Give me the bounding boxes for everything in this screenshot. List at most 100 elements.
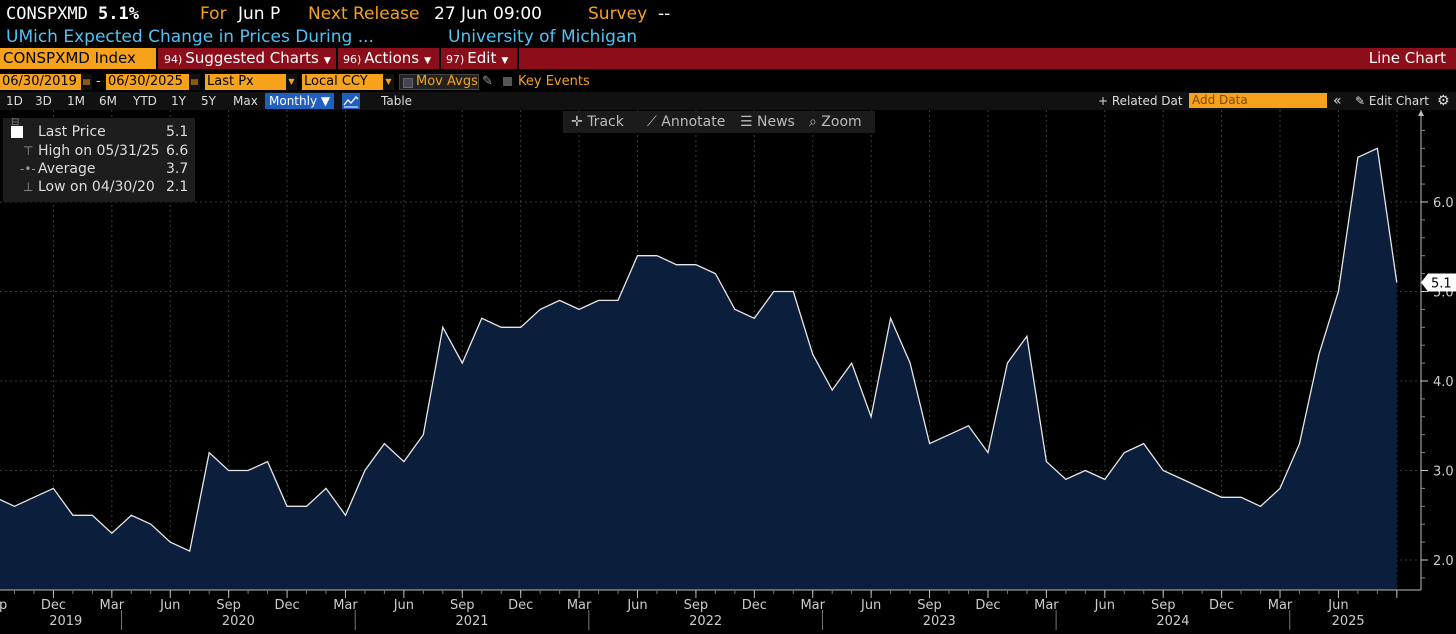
key-events-label: Key Events bbox=[518, 74, 590, 89]
key-events-toggle[interactable]: Key Events bbox=[503, 74, 590, 90]
data-point bbox=[383, 442, 386, 445]
data-point bbox=[363, 469, 366, 472]
edit-menu[interactable]: 97) Edit ▼ bbox=[446, 48, 508, 69]
period-ytd[interactable]: YTD bbox=[133, 94, 157, 108]
field-select-value: Last Px bbox=[207, 74, 254, 89]
year-label: 2023 bbox=[923, 614, 956, 629]
data-point bbox=[266, 460, 269, 463]
annotate-label: Annotate bbox=[661, 114, 726, 130]
collapse-legend-icon[interactable]: ⊟ bbox=[11, 117, 20, 128]
data-point bbox=[558, 299, 561, 302]
collapse-button[interactable]: « bbox=[1333, 93, 1342, 109]
data-point bbox=[32, 496, 35, 499]
data-point bbox=[986, 451, 989, 454]
zoom-button[interactable]: ⌕ Zoom bbox=[809, 111, 862, 133]
source-link[interactable]: University of Michigan bbox=[448, 27, 638, 47]
price-chart[interactable]: 2.03.04.05.06.05.1 SepDecMarJunSepDecMar… bbox=[0, 110, 1456, 634]
related-data-button[interactable]: + Related Dat bbox=[1098, 94, 1183, 108]
menu-separator bbox=[517, 48, 519, 69]
annotate-icon: ⟋ bbox=[647, 114, 662, 130]
add-data-input[interactable]: Add Data bbox=[1189, 93, 1327, 108]
news-button[interactable]: ☰ News bbox=[740, 111, 795, 133]
news-icon: ☰ bbox=[740, 114, 758, 130]
track-button[interactable]: ✛ Track bbox=[571, 111, 624, 133]
field-select[interactable]: Last Px ▼ bbox=[205, 74, 297, 90]
edit-chart-button[interactable]: ✎ Edit Chart bbox=[1355, 92, 1429, 110]
zoom-label: Zoom bbox=[821, 114, 862, 130]
track-label: Track bbox=[587, 114, 624, 130]
period-6m[interactable]: 6M bbox=[99, 94, 117, 108]
table-button[interactable]: Table bbox=[381, 94, 413, 108]
data-point bbox=[636, 254, 639, 257]
date-range-dash: - bbox=[96, 74, 101, 89]
data-point bbox=[967, 424, 970, 427]
data-point bbox=[52, 487, 55, 490]
menu-bar: CONSPXMD Index 94) Suggested Charts ▼ 96) A… bbox=[0, 48, 1456, 69]
security-field[interactable]: CONSPXMD Index bbox=[0, 48, 156, 69]
calendar-icon[interactable]: ▤ bbox=[189, 74, 200, 90]
data-point bbox=[1201, 487, 1204, 490]
y-axis-arrow-icon bbox=[1418, 110, 1424, 116]
year-label: 2022 bbox=[689, 614, 722, 629]
period-1y[interactable]: 1Y bbox=[171, 94, 186, 108]
data-point bbox=[247, 469, 250, 472]
currency-select[interactable]: Local CCY ▼ bbox=[302, 74, 394, 90]
data-point bbox=[1298, 442, 1301, 445]
dropdown-arrow-icon: ▼ bbox=[424, 56, 432, 66]
currency-select-value: Local CCY bbox=[304, 74, 368, 89]
x-tick-label: Dec bbox=[975, 598, 1000, 613]
start-date-field[interactable]: 06/30/2019 ▤ bbox=[0, 74, 92, 90]
x-axis: Sep Dec Mar Jun Sep Dec Mar Jun Sep Dec Mar Jun Sep D… bbox=[0, 589, 1421, 630]
legend-value: 2.1 bbox=[166, 179, 189, 195]
y-tick-label: 3.0 bbox=[1433, 465, 1454, 480]
checkbox-icon[interactable] bbox=[403, 78, 413, 88]
data-point bbox=[811, 353, 814, 356]
checkbox-icon[interactable] bbox=[503, 77, 512, 86]
legend-last-price[interactable]: ⊟ Last Price 5.1 bbox=[3, 117, 195, 141]
calendar-icon[interactable]: ▤ bbox=[81, 74, 92, 90]
x-tick-label: Sep bbox=[684, 598, 709, 613]
x-tick-label: Jun bbox=[626, 598, 647, 613]
period-max[interactable]: Max bbox=[233, 94, 258, 108]
data-point bbox=[948, 433, 951, 436]
legend-value: 5.1 bbox=[166, 124, 189, 140]
zoom-icon: ⌕ bbox=[809, 114, 822, 130]
data-point bbox=[1376, 147, 1379, 150]
mov-avgs-label: Mov Avgs bbox=[416, 74, 478, 89]
data-point bbox=[675, 263, 678, 266]
period-1m[interactable]: 1M bbox=[67, 94, 85, 108]
annotate-button[interactable]: ⟋ Annotate bbox=[647, 111, 725, 133]
line-chart-icon[interactable] bbox=[342, 93, 360, 109]
period-5y[interactable]: 5Y bbox=[201, 94, 216, 108]
pencil-icon[interactable]: ✎ bbox=[482, 74, 493, 89]
data-point bbox=[1220, 496, 1223, 499]
gear-icon[interactable]: ⚙ bbox=[1437, 93, 1450, 109]
data-point bbox=[149, 523, 152, 526]
data-point bbox=[597, 299, 600, 302]
period-1d[interactable]: 1D bbox=[6, 94, 23, 108]
menu-separator bbox=[439, 48, 441, 69]
period-toolbar: 1D 3D 1M 6M YTD 1Y 5Y Max Monthly ▼ Tabl… bbox=[0, 92, 1456, 110]
frequency-select[interactable]: Monthly ▼ bbox=[265, 93, 335, 109]
last-value-marker bbox=[1421, 273, 1456, 292]
data-point bbox=[714, 272, 717, 275]
legend-value: 6.6 bbox=[166, 143, 189, 159]
period-3d[interactable]: 3D bbox=[35, 94, 52, 108]
chart-type-label: Line Chart bbox=[1368, 49, 1446, 67]
x-tick-label: Jun bbox=[1327, 598, 1348, 613]
data-point bbox=[91, 514, 94, 517]
data-point bbox=[1103, 478, 1106, 481]
end-date-field[interactable]: 06/30/2025 ▤ bbox=[106, 74, 200, 90]
actions-menu[interactable]: 96) Actions ▼ bbox=[343, 48, 431, 69]
edit-chart-label: Edit Chart bbox=[1368, 94, 1429, 108]
crosshair-icon: ✛ bbox=[571, 114, 588, 130]
x-tick-label: Dec bbox=[41, 598, 66, 613]
menu-separator bbox=[336, 48, 338, 69]
mov-avgs-toggle[interactable]: Mov Avgs bbox=[399, 74, 479, 90]
x-tick-label: Dec bbox=[742, 598, 767, 613]
data-point bbox=[870, 415, 873, 418]
data-point bbox=[1317, 353, 1320, 356]
data-point bbox=[169, 541, 172, 544]
suggested-charts-menu[interactable]: 94) Suggested Charts ▼ bbox=[164, 48, 331, 69]
legend-label: High on 05/31/25 bbox=[38, 143, 160, 159]
